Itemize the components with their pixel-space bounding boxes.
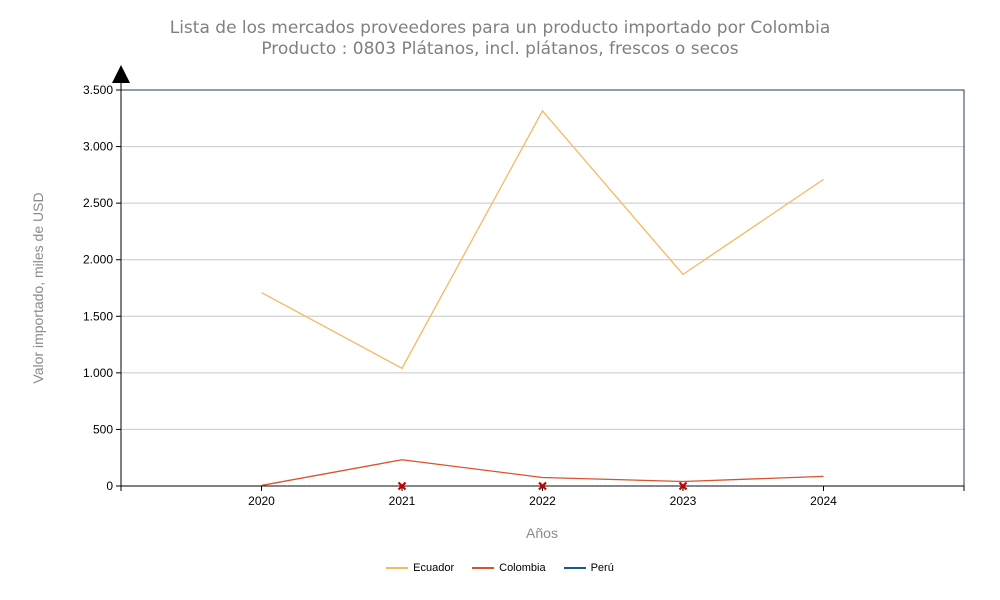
y-tick-label: 3.000: [83, 140, 113, 154]
y-tick-label: 2.500: [83, 196, 113, 210]
chart-subtitle: Producto : 0803 Plátanos, incl. plátanos…: [261, 39, 739, 59]
legend-swatch: [386, 567, 409, 569]
chart-title-block: Lista de los mercados proveedores para u…: [0, 18, 1000, 60]
x-tick-label: 2020: [248, 494, 275, 508]
legend: Ecuador Colombia Perú: [0, 562, 1000, 574]
legend-swatch: [472, 567, 495, 569]
y-tick-label: 500: [93, 422, 113, 436]
legend-label: Ecuador: [413, 562, 455, 574]
y-tick-label: 1.000: [83, 366, 113, 380]
x-axis-label: Años: [526, 525, 558, 541]
y-axis-arrow-icon: [112, 65, 130, 83]
y-axis-label: Valor importado, miles de USD: [30, 192, 46, 383]
series-line-colombia: [261, 459, 824, 487]
legend-item-ecuador: Ecuador: [386, 562, 454, 574]
y-axis-ticks: 0 500 1.000 1.500 2.000 2.500 3.000 3.500: [83, 83, 121, 493]
x-tick-label: 2021: [389, 494, 416, 508]
y-tick-label: 0: [106, 479, 113, 493]
plot-frame: [120, 89, 965, 487]
x-axis-ticks: 2020 2021 2022 2023 2024: [120, 486, 965, 508]
x-tick-label: 2024: [810, 494, 837, 508]
y-tick-label: 3.500: [83, 83, 113, 97]
data-point-marker: [538, 481, 547, 491]
x-tick-label: 2023: [670, 494, 697, 508]
legend-item-perú: Perú: [563, 562, 614, 574]
axes: [120, 80, 964, 487]
marker-layer: [397, 481, 688, 491]
y-tick-label: 2.000: [83, 253, 113, 267]
data-point-marker: [397, 481, 407, 491]
series-line-ecuador: [261, 109, 824, 370]
data-point-marker: [678, 481, 688, 491]
chart-title: Lista de los mercados proveedores para u…: [169, 18, 831, 38]
y-tick-label: 1.500: [83, 309, 113, 323]
legend-item-colombia: Colombia: [472, 562, 546, 574]
legend-swatch: [563, 567, 586, 569]
x-tick-label: 2022: [529, 494, 556, 508]
legend-label: Colombia: [499, 562, 546, 574]
grid-lines: [121, 146, 964, 430]
legend-label: Perú: [590, 562, 614, 574]
